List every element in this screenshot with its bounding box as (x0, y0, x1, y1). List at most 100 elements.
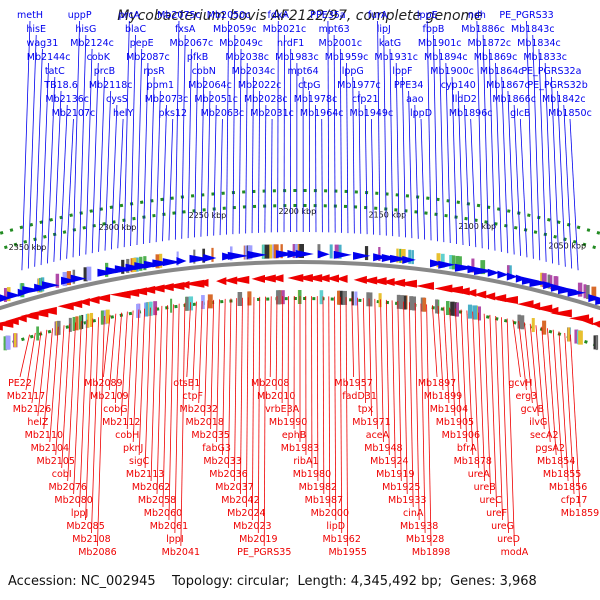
reverse-gene-label: ilvG (529, 417, 547, 428)
reverse-feature-block (542, 320, 547, 335)
reverse-gene-label: Mb1859 (561, 508, 599, 519)
reverse-gene-arrow (230, 275, 250, 284)
forward-feature-block (396, 248, 399, 263)
reverse-gene-label: Mb1971 (352, 417, 390, 428)
forward-label-leader (495, 62, 502, 252)
reverse-gene-label: Mb2032 (180, 404, 218, 415)
forward-label-leader (476, 20, 483, 249)
forward-label-leader (194, 62, 198, 238)
reverse-label-leader (67, 322, 76, 482)
reverse-feature-block (396, 294, 401, 309)
forward-gene-label: uppP (68, 10, 92, 21)
reverse-gene-label: Mb1980 (293, 469, 331, 480)
forward-label-leader (451, 76, 458, 244)
forward-feature-block (39, 277, 42, 292)
reverse-gene-arrow (251, 274, 266, 283)
genome-summary: Accession: NC_002945 Topology: circular; L… (8, 574, 541, 589)
forward-gene-arrow (275, 250, 296, 259)
forward-gene-arrow (373, 253, 389, 262)
forward-gene-arrow (134, 262, 154, 271)
forward-gene-label: Mb1886c (461, 24, 505, 35)
forward-feature-block (280, 244, 283, 259)
reverse-label-leader (357, 297, 360, 391)
forward-label-leader (395, 62, 400, 237)
reverse-gene-arrow (370, 277, 387, 286)
forward-gene-label: Mb1931c (374, 52, 418, 63)
reverse-gene-arrow (569, 314, 590, 323)
forward-label-leader (544, 62, 553, 264)
reverse-label-leader (132, 309, 140, 443)
scale-tick (563, 237, 567, 242)
reverse-gene-label: cinA (403, 508, 424, 519)
forward-gene-label: fbpB (422, 24, 444, 35)
forward-label-leader (181, 34, 186, 239)
forward-gene-label: fxsA (175, 24, 196, 35)
forward-gene-label: helY (113, 108, 134, 119)
reverse-gene-label: Mb2042 (221, 495, 259, 506)
scale-tick (109, 205, 114, 209)
forward-label-leader (277, 20, 279, 233)
forward-label-leader (488, 48, 496, 251)
reverse-label-leader (472, 311, 480, 469)
forward-label-leader (98, 76, 105, 252)
reverse-gene-arrow (496, 296, 518, 305)
forward-gene-label: Mb2087c (126, 52, 170, 63)
reverse-gene-label: Mb2008 (251, 378, 289, 389)
reverse-label-leader (408, 302, 414, 508)
reverse-gene-arrow (148, 284, 165, 293)
forward-label-leader (59, 104, 68, 261)
reverse-feature-block (276, 290, 281, 305)
reverse-label-leader (524, 322, 533, 404)
reverse-gene-label: Mb1906 (442, 430, 480, 441)
reverse-gene-arrow (296, 274, 313, 283)
forward-feature-block (550, 275, 553, 290)
forward-gene-label: Mb1900c (430, 66, 474, 77)
forward-label-leader (53, 90, 62, 262)
forward-gene-label: Mb1964c (300, 108, 344, 119)
forward-feature-block (211, 247, 214, 262)
forward-gene-arrow (429, 259, 445, 268)
scale-tick (99, 207, 104, 211)
forward-gene-label: lldD2 (452, 94, 477, 105)
forward-label-leader (264, 104, 267, 233)
reverse-gene-arrow (596, 325, 600, 328)
scale-tick (47, 329, 52, 334)
forward-feature-block (159, 253, 163, 268)
forward-label-leader (445, 62, 451, 244)
reverse-gene-arrow (473, 290, 487, 299)
length-value: 4,345,492 bp; (350, 574, 442, 589)
forward-label-leader (136, 48, 143, 245)
reverse-label-leader (281, 296, 284, 404)
reverse-gene-label: Mb2061 (150, 521, 188, 532)
forward-feature-block (132, 257, 137, 272)
forward-gene-label: Mb2034c (232, 66, 276, 77)
scale-tick (576, 225, 581, 230)
reverse-gene-label: Mb1924 (370, 456, 408, 467)
forward-label-leader (321, 118, 323, 233)
forward-label-leader (352, 76, 355, 234)
forward-gene-label: Mb2001c (319, 38, 363, 49)
scale-label: 2350 kbp (9, 243, 47, 252)
forward-gene-label: cfp21 (352, 94, 379, 105)
scale-tick (548, 329, 553, 334)
forward-label-leader (66, 118, 74, 259)
forward-label-leader (34, 48, 43, 267)
length-label: Length: (297, 574, 347, 589)
forward-label-leader (251, 76, 254, 234)
reverse-feature-block (520, 315, 525, 330)
forward-label-leader (532, 34, 541, 261)
reverse-label-leader (322, 296, 325, 495)
forward-gene-label: metH (17, 10, 43, 21)
forward-gene-label: tatC (45, 66, 65, 77)
reverse-feature-block (450, 301, 455, 316)
reverse-feature-block (467, 304, 473, 319)
scale-tick (553, 234, 557, 239)
reverse-label-leader (210, 299, 215, 430)
reverse-gene-label: Mb2105 (37, 456, 75, 467)
forward-gene-label: Mb2073c (145, 94, 189, 105)
forward-label-leader (426, 20, 432, 241)
reverse-gene-arrow (353, 275, 367, 284)
reverse-gene-label: Mb2062 (132, 482, 170, 493)
forward-gene-label: Mb1978c (294, 94, 338, 105)
scale-tick (92, 223, 96, 228)
